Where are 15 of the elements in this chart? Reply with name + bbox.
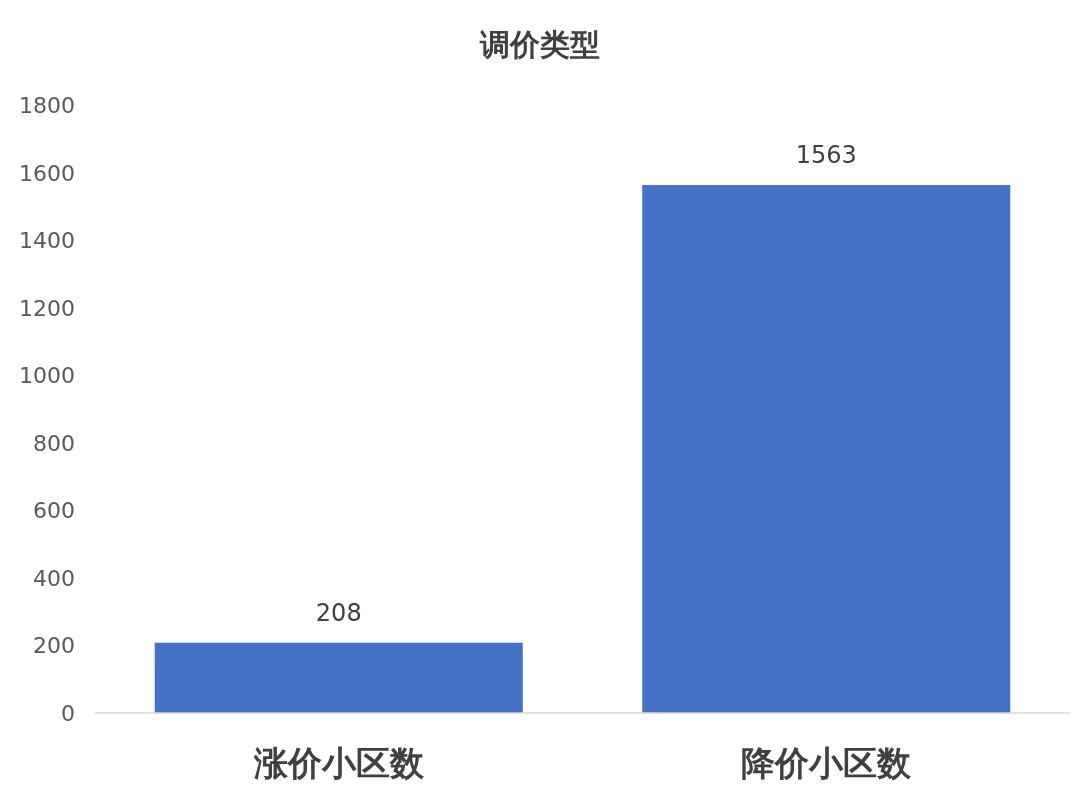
y-tick-label: 1400 xyxy=(19,228,75,254)
y-tick-label: 400 xyxy=(33,565,75,591)
y-tick-label: 0 xyxy=(61,701,75,726)
y-tick-label: 200 xyxy=(33,633,75,659)
data-label: 208 xyxy=(315,598,362,627)
y-tick-label: 1800 xyxy=(19,93,75,118)
chart-title: 调价类型 xyxy=(479,27,600,62)
x-tick-label: 降价小区数 xyxy=(741,743,913,783)
x-tick-label: 涨价小区数 xyxy=(252,743,425,783)
y-tick-label: 1200 xyxy=(19,295,75,321)
y-tick-label: 1600 xyxy=(19,160,75,186)
y-tick-label: 600 xyxy=(33,498,75,524)
data-label: 1563 xyxy=(795,141,857,170)
y-tick-label: 1000 xyxy=(19,363,75,389)
y-tick-label: 800 xyxy=(33,430,75,456)
